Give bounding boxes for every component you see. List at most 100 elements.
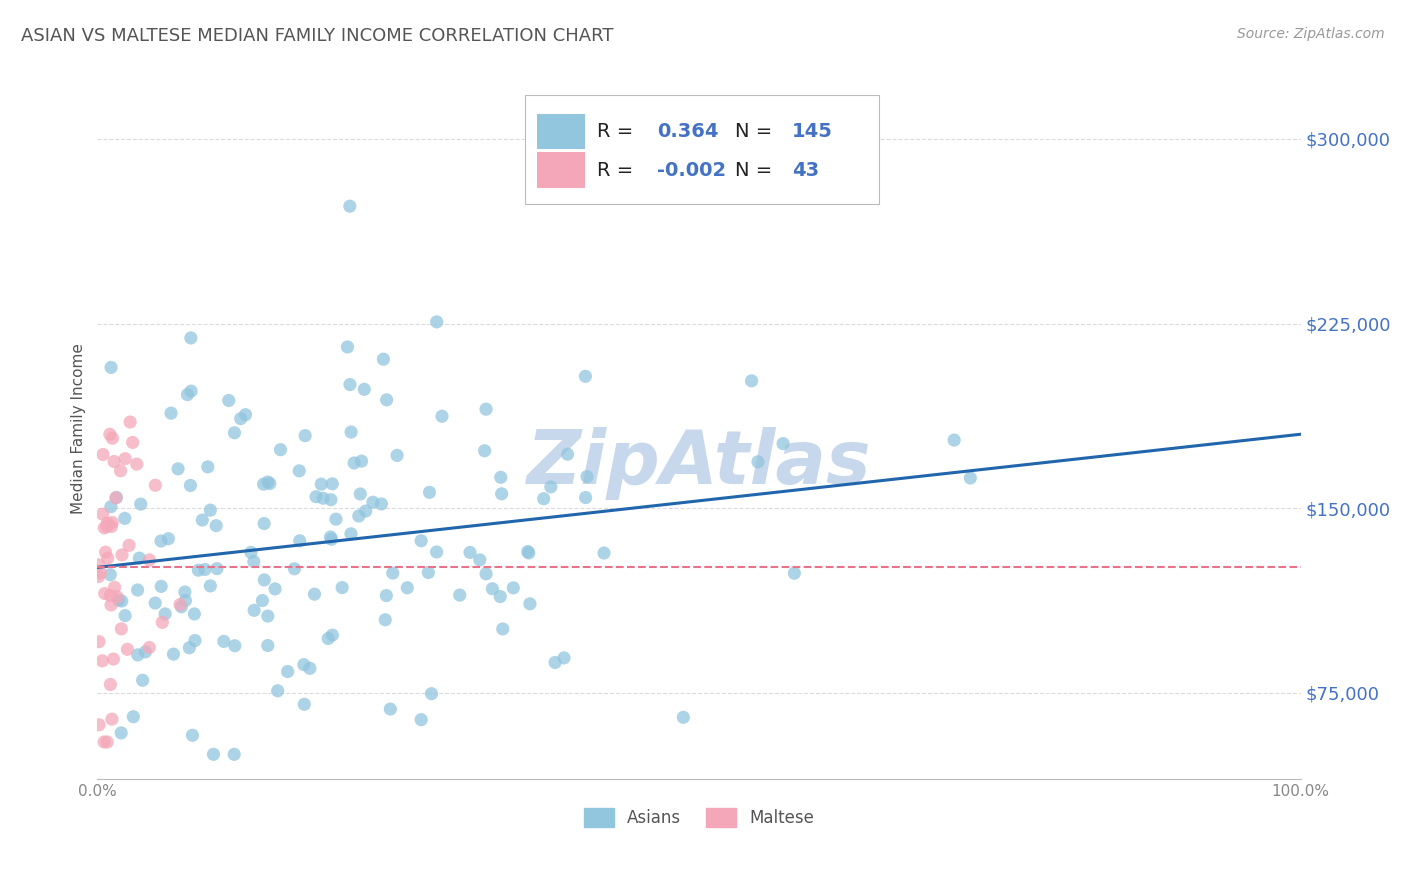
Point: [336, 340, 359, 354]
Text: -0.002: -0.002: [657, 161, 725, 179]
Point: [169, 598, 191, 612]
Point: [91, 654, 114, 668]
Point: [105, 590, 128, 604]
Point: [150, 534, 173, 549]
Point: [103, 454, 125, 468]
Point: [519, 597, 541, 611]
Point: [305, 490, 328, 504]
Text: N =: N =: [735, 161, 772, 179]
Point: [120, 415, 142, 429]
Point: [347, 508, 370, 523]
Point: [127, 648, 149, 662]
Point: [131, 673, 153, 688]
Point: [252, 477, 274, 491]
Point: [200, 579, 222, 593]
Text: Source: ZipAtlas.com: Source: ZipAtlas.com: [1237, 27, 1385, 41]
Point: [180, 331, 202, 345]
Point: [105, 491, 128, 505]
Point: [370, 497, 392, 511]
Point: [98, 567, 121, 582]
Point: [375, 589, 398, 603]
Point: [96, 516, 118, 530]
Point: [312, 491, 335, 506]
Point: [576, 469, 599, 483]
Point: [772, 436, 794, 450]
Point: [475, 566, 498, 581]
Point: [533, 491, 555, 506]
Text: R =: R =: [596, 161, 633, 179]
Point: [118, 538, 141, 552]
Point: [91, 507, 114, 521]
Point: [468, 553, 491, 567]
Point: [107, 593, 129, 607]
Point: [426, 545, 449, 559]
Point: [321, 476, 343, 491]
Point: [179, 640, 201, 655]
Point: [339, 199, 361, 213]
Point: [502, 581, 524, 595]
Point: [321, 628, 343, 642]
Point: [340, 425, 363, 439]
Point: [294, 428, 316, 442]
Point: [492, 622, 515, 636]
Point: [256, 609, 278, 624]
Point: [411, 713, 433, 727]
Point: [253, 573, 276, 587]
Point: [138, 553, 160, 567]
Point: [184, 633, 207, 648]
Point: [426, 315, 449, 329]
Point: [593, 546, 616, 560]
Point: [252, 593, 274, 607]
Point: [330, 581, 353, 595]
Point: [218, 393, 240, 408]
Text: ZipAtlas: ZipAtlas: [527, 426, 872, 500]
Point: [170, 599, 193, 614]
Point: [127, 582, 149, 597]
Point: [517, 546, 540, 560]
Point: [153, 607, 176, 621]
Point: [110, 622, 132, 636]
Point: [100, 519, 122, 533]
Point: [264, 582, 287, 596]
Point: [89, 566, 111, 580]
Point: [475, 402, 498, 417]
Y-axis label: Median Family Income: Median Family Income: [72, 343, 86, 514]
Point: [100, 360, 122, 375]
Point: [101, 431, 124, 445]
Point: [292, 657, 315, 672]
Point: [321, 533, 343, 547]
Point: [179, 478, 201, 492]
Point: [267, 683, 290, 698]
Point: [87, 634, 110, 648]
Point: [87, 718, 110, 732]
Point: [181, 728, 204, 742]
Point: [449, 588, 471, 602]
Point: [783, 566, 806, 581]
Point: [544, 656, 567, 670]
Point: [458, 545, 481, 559]
Point: [143, 478, 166, 492]
Point: [162, 647, 184, 661]
Point: [319, 492, 342, 507]
Point: [316, 632, 339, 646]
Text: ASIAN VS MALTESE MEDIAN FAMILY INCOME CORRELATION CHART: ASIAN VS MALTESE MEDIAN FAMILY INCOME CO…: [21, 27, 613, 45]
Point: [288, 464, 311, 478]
Point: [183, 607, 205, 621]
Point: [292, 698, 315, 712]
Point: [87, 558, 110, 572]
Text: 0.364: 0.364: [657, 122, 718, 141]
Point: [100, 677, 122, 691]
Point: [93, 586, 115, 600]
Point: [167, 462, 190, 476]
Point: [540, 480, 562, 494]
Point: [194, 562, 217, 576]
Text: N =: N =: [735, 122, 772, 141]
Point: [309, 477, 332, 491]
Point: [374, 613, 396, 627]
Point: [103, 652, 125, 666]
Point: [114, 511, 136, 525]
Point: [396, 581, 419, 595]
Point: [375, 392, 398, 407]
Point: [114, 451, 136, 466]
Point: [270, 442, 292, 457]
